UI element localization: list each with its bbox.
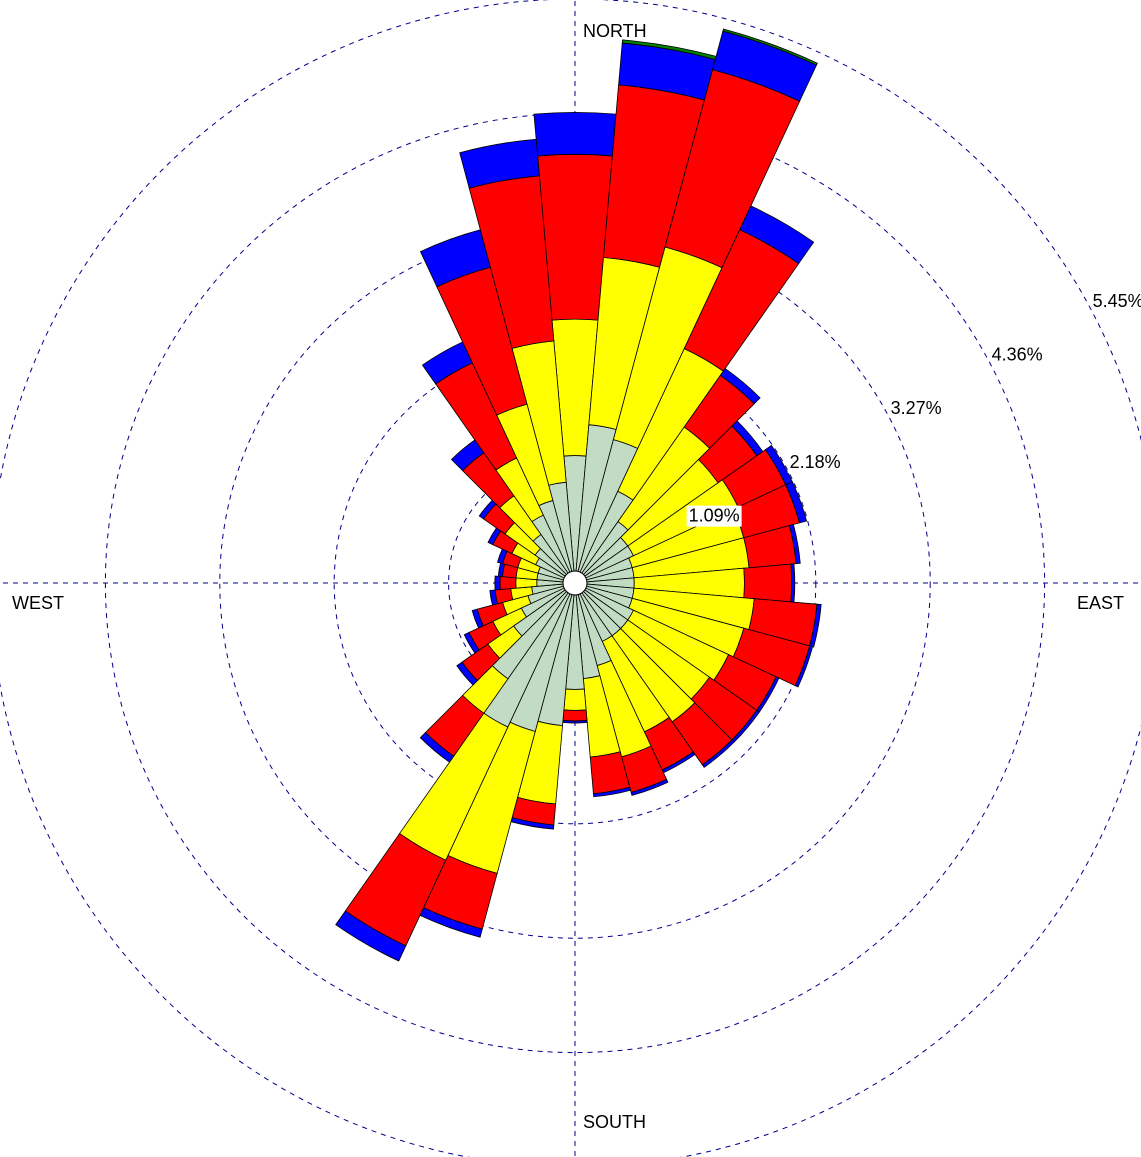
petal-40deg-bin-4 (719, 367, 761, 405)
wind-petals (335, 28, 822, 962)
petal-270deg-bin-3 (499, 576, 517, 590)
petal-80deg-bin-4 (788, 523, 801, 565)
petal-240deg-bin-4 (463, 631, 480, 654)
petal-350deg-bin-4 (459, 138, 540, 189)
petal-160deg-bin-4 (630, 778, 669, 796)
chart-labels: NORTH EAST SOUTH WEST 1.09% 2.18% 3.27% 4.3… (12, 21, 1141, 1132)
petal-180deg-bin-2 (563, 688, 587, 711)
petal-100deg-bin-4 (809, 603, 822, 648)
petal-0deg-bin-4 (533, 112, 617, 157)
direction-label-north: NORTH (583, 21, 647, 41)
ring-label-1: 1.09% (689, 506, 740, 526)
petal-110deg-bin-4 (794, 645, 814, 688)
petal-270deg-bin-4 (494, 575, 501, 591)
petal-140deg-bin-4 (701, 739, 735, 768)
ring-label-2: 2.18% (790, 452, 841, 472)
direction-label-south: SOUTH (583, 1112, 646, 1132)
petal-250deg-bin-4 (471, 608, 484, 629)
petal-90deg-bin-4 (790, 563, 796, 603)
direction-label-east: EAST (1077, 593, 1124, 613)
petal-230deg-bin-4 (456, 661, 479, 686)
direction-label-west: WEST (12, 593, 64, 613)
petal-220deg-bin-4 (419, 731, 455, 763)
ring-label-5: 5.45% (1093, 291, 1141, 311)
ring-labels: 1.09% 2.18% 3.27% 4.36% 5.45% (686, 291, 1141, 527)
petal-180deg-bin-4 (562, 719, 588, 724)
ring-label-4: 4.36% (992, 345, 1043, 365)
petal-30deg-bin-4 (739, 205, 815, 265)
petal-260deg-bin-4 (489, 589, 498, 606)
petal-210deg-bin-4 (335, 910, 407, 962)
petal-180deg-bin-3 (562, 709, 588, 722)
ring-label-bg (686, 505, 742, 527)
petal-20deg-bin-5 (722, 28, 818, 66)
petal-170deg-bin-4 (592, 786, 632, 798)
petal-90deg-bin-3 (743, 563, 793, 603)
ring-label-bg (787, 451, 843, 473)
ring-label-3: 3.27% (891, 398, 942, 418)
petal-70deg-bin-4 (785, 481, 808, 524)
calm-center-circle (562, 570, 588, 596)
